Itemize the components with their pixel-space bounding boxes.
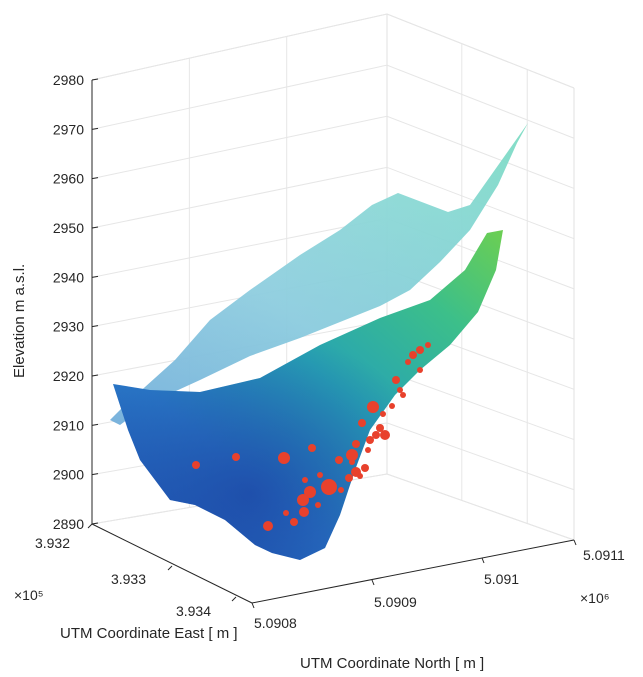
data-point bbox=[283, 510, 289, 516]
data-point bbox=[345, 474, 353, 482]
data-point bbox=[417, 367, 423, 373]
z-tick-mark bbox=[91, 423, 99, 426]
z-tick-mark bbox=[91, 78, 99, 81]
data-point bbox=[425, 342, 431, 348]
data-point bbox=[349, 459, 355, 465]
z-tick-mark bbox=[91, 226, 99, 229]
data-point bbox=[380, 411, 386, 417]
z-tick-label: 2890 bbox=[53, 516, 84, 532]
z-tick-mark bbox=[91, 325, 99, 328]
z-tick-mark bbox=[91, 522, 99, 525]
data-point bbox=[299, 507, 309, 517]
y-tick-mark bbox=[573, 539, 577, 546]
z-grid-line bbox=[91, 64, 575, 139]
y-tick-mark bbox=[481, 557, 485, 564]
z-tick-label: 2900 bbox=[53, 467, 84, 483]
x-tick-label: 3.933 bbox=[111, 571, 146, 587]
y-axis-line bbox=[251, 539, 575, 604]
y-axis-title: UTM Coordinate North [ m ] bbox=[300, 655, 484, 672]
z-tick-label: 2930 bbox=[53, 319, 84, 335]
z-tick-label: 2920 bbox=[53, 368, 84, 384]
data-point bbox=[317, 472, 323, 478]
data-point bbox=[338, 487, 344, 493]
z-tick-mark bbox=[91, 374, 99, 377]
z-tick-label: 2940 bbox=[53, 269, 84, 285]
data-point bbox=[308, 444, 316, 452]
data-point bbox=[315, 502, 321, 508]
surface-lower bbox=[113, 230, 503, 560]
x-axis-line bbox=[91, 523, 253, 604]
z-tick-labels: 2890 2900 2910 2920 2930 2940 2950 2960 2970 2980 bbox=[53, 72, 99, 532]
z-tick-mark bbox=[91, 473, 99, 476]
data-points bbox=[192, 342, 431, 531]
data-point bbox=[335, 456, 343, 464]
x-tick-label: 3.932 bbox=[35, 535, 70, 551]
x-axis-title: UTM Coordinate East [ m ] bbox=[60, 625, 238, 642]
data-point bbox=[367, 401, 379, 413]
z-tick-mark bbox=[91, 127, 99, 130]
data-point bbox=[400, 392, 406, 398]
data-point bbox=[389, 403, 395, 409]
surface-upper bbox=[110, 123, 528, 425]
data-point bbox=[416, 346, 424, 354]
z-grid-line bbox=[91, 13, 575, 89]
data-point bbox=[297, 494, 309, 506]
y-tick-label: 5.0911 bbox=[583, 547, 625, 563]
data-point bbox=[392, 376, 400, 384]
data-point bbox=[290, 518, 298, 526]
data-point bbox=[357, 473, 363, 479]
y-tick-labels: 5.0908 5.0909 5.091 5.0911 bbox=[251, 539, 625, 631]
data-point bbox=[352, 440, 360, 448]
data-point bbox=[358, 419, 366, 427]
data-point bbox=[304, 486, 316, 498]
y-tick-label: 5.0908 bbox=[254, 615, 297, 631]
z-tick-label: 2970 bbox=[53, 121, 84, 137]
z-tick-mark bbox=[91, 275, 99, 278]
data-point bbox=[302, 477, 308, 483]
data-point bbox=[376, 424, 384, 432]
z-grid-line bbox=[91, 115, 575, 189]
axes bbox=[91, 80, 575, 604]
z-axis-title: Elevation m a.s.l. bbox=[11, 264, 28, 378]
data-point bbox=[409, 351, 417, 359]
y-tick-label: 5.0909 bbox=[374, 594, 417, 610]
y-tick-mark bbox=[371, 579, 375, 586]
data-point bbox=[321, 479, 337, 495]
data-point bbox=[278, 452, 290, 464]
data-point bbox=[397, 387, 403, 393]
y-tick-mark bbox=[251, 602, 255, 609]
data-point bbox=[405, 359, 411, 365]
y-multiplier: ×10⁶ bbox=[580, 590, 610, 606]
data-point bbox=[366, 436, 374, 444]
z-tick-label: 2960 bbox=[53, 171, 84, 187]
z-tick-label: 2980 bbox=[53, 72, 84, 88]
data-point bbox=[232, 453, 240, 461]
z-tick-label: 2950 bbox=[53, 220, 84, 236]
data-point bbox=[372, 431, 380, 439]
data-point bbox=[365, 447, 371, 453]
x-tick-mark bbox=[231, 596, 237, 602]
x-tick-mark bbox=[167, 565, 173, 571]
z-tick-label: 2910 bbox=[53, 417, 84, 433]
z-grid-line bbox=[91, 473, 575, 541]
data-point bbox=[361, 464, 369, 472]
y-tick-label: 5.091 bbox=[484, 571, 519, 587]
x-tick-label: 3.934 bbox=[176, 603, 211, 619]
data-point bbox=[192, 461, 200, 469]
data-point bbox=[263, 521, 273, 531]
z-tick-mark bbox=[91, 177, 99, 180]
x-tick-mark bbox=[87, 523, 93, 529]
x-multiplier: ×10⁵ bbox=[14, 587, 44, 603]
z-grid-line bbox=[91, 166, 575, 240]
data-point bbox=[380, 430, 390, 440]
x-tick-labels: 3.932 3.933 3.934 bbox=[35, 523, 237, 619]
data-point bbox=[346, 449, 358, 461]
